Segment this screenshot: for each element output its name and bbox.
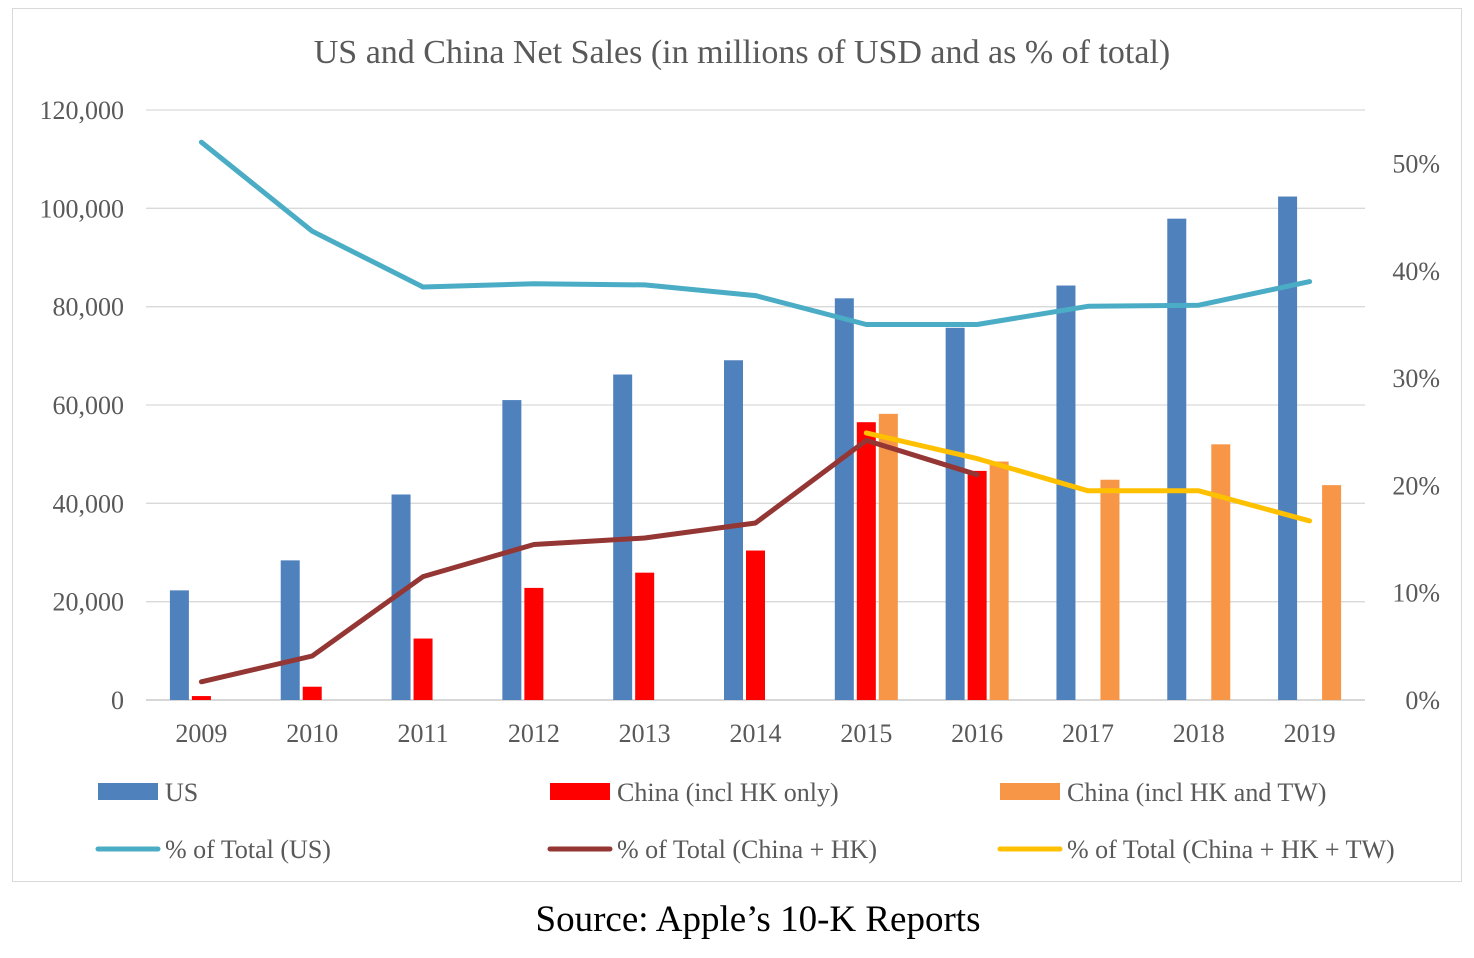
- bar: [746, 550, 765, 700]
- bar: [302, 686, 322, 700]
- bar: [635, 572, 655, 700]
- legend-label: % of Total (US): [165, 835, 331, 864]
- bar: [967, 470, 987, 700]
- bar: [1322, 485, 1342, 700]
- y-left-tick-label: 120,000: [40, 96, 125, 125]
- legend-swatch: [550, 783, 610, 800]
- legend-label: % of Total (China + HK + TW): [1067, 835, 1395, 864]
- y-right-tick-label: 10%: [1392, 579, 1440, 608]
- y-right-tick-label: 40%: [1392, 257, 1440, 286]
- x-tick-label: 2015: [840, 719, 892, 748]
- bar: [280, 560, 300, 700]
- legend-swatch: [98, 783, 158, 800]
- x-tick-label: 2009: [175, 719, 227, 748]
- bar: [1056, 285, 1076, 700]
- bar: [724, 360, 743, 700]
- source-note: Source: Apple’s 10-K Reports: [535, 899, 981, 940]
- chart-legend: US China (incl HK only) China (incl HK and…: [95, 778, 1395, 864]
- legend-label: China (incl HK only): [617, 778, 839, 807]
- y-right-tick-label: 30%: [1392, 364, 1440, 393]
- y-left-tick-label: 80,000: [53, 293, 125, 322]
- bar: [524, 587, 544, 700]
- bar: [878, 413, 898, 700]
- y-right-tick-label: 20%: [1392, 471, 1440, 500]
- bar: [169, 590, 189, 700]
- x-tick-label: 2016: [951, 719, 1003, 748]
- y-left-tick-label: 20,000: [53, 588, 125, 617]
- gridlines: [146, 109, 1365, 701]
- bar: [413, 638, 433, 700]
- legend-label: China (incl HK and TW): [1067, 778, 1326, 807]
- bar: [191, 696, 211, 700]
- bar: [391, 494, 411, 700]
- bar: [1100, 479, 1120, 700]
- x-tick-label: 2010: [286, 719, 338, 748]
- y-left-tick-label: 40,000: [53, 489, 125, 518]
- legend-label: US: [165, 778, 198, 807]
- legend-label: % of Total (China + HK): [617, 835, 877, 864]
- line-series-group: [198, 139, 1313, 685]
- chart-title: US and China Net Sales (in millions of U…: [314, 34, 1171, 71]
- bar: [989, 461, 1009, 700]
- bar: [1167, 218, 1187, 701]
- bar: [945, 327, 965, 700]
- y-right-tick-label: 0%: [1405, 686, 1440, 715]
- bar: [1211, 444, 1231, 700]
- bar-series-group: [169, 196, 1342, 701]
- y-left-tick-label: 60,000: [53, 391, 125, 420]
- y-right-tick-label: 50%: [1392, 150, 1440, 179]
- y-left-tick-label: 100,000: [40, 194, 125, 223]
- x-tick-label: 2018: [1173, 719, 1225, 748]
- axis-labels: 0 20,000 40,000 60,000 80,000 100,000 120,000 0…: [40, 96, 1441, 748]
- x-tick-label: 2017: [1062, 719, 1114, 748]
- x-tick-label: 2019: [1284, 719, 1336, 748]
- legend-swatch: [1000, 783, 1060, 800]
- x-tick-label: 2012: [508, 719, 560, 748]
- y-left-tick-label: 0: [111, 686, 124, 715]
- x-tick-label: 2014: [730, 719, 782, 748]
- series-line: [198, 437, 980, 685]
- x-tick-label: 2013: [619, 719, 671, 748]
- bar: [834, 298, 854, 700]
- series-line: [198, 139, 1313, 327]
- bar: [1278, 196, 1298, 701]
- series-line: [863, 430, 1313, 524]
- bar: [856, 422, 876, 700]
- x-tick-label: 2011: [398, 719, 449, 748]
